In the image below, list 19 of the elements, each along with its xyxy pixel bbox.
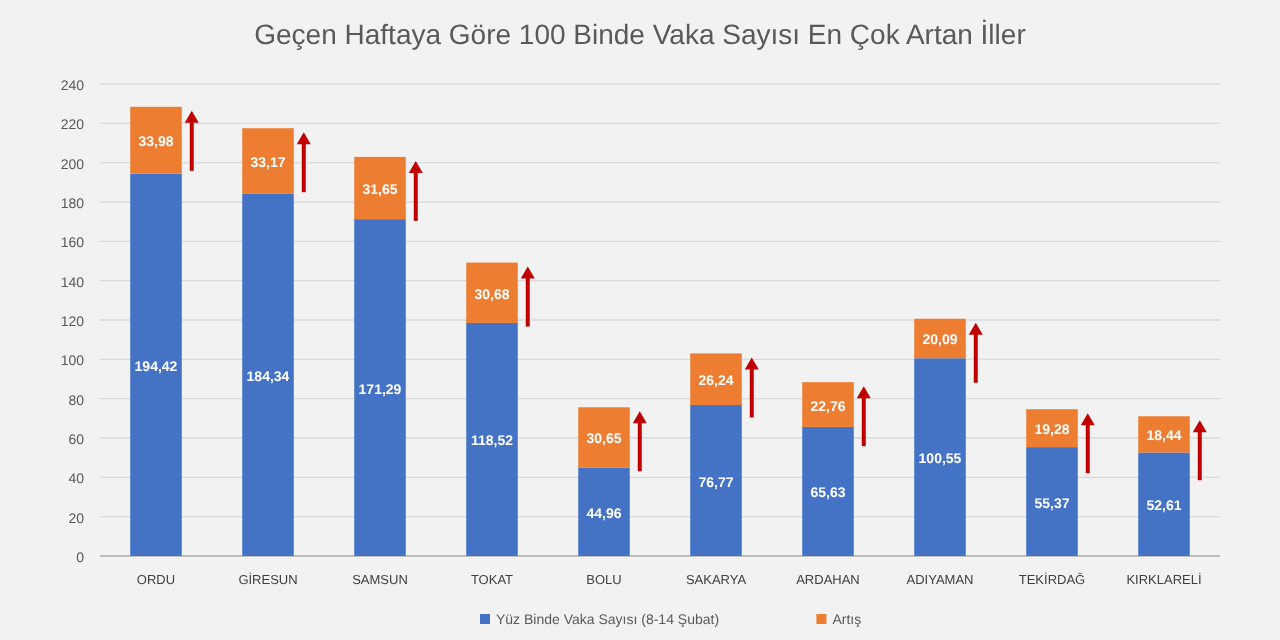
bar [1138, 416, 1190, 453]
bar [1026, 447, 1078, 556]
bar [130, 173, 182, 556]
bar [466, 322, 518, 556]
bar [466, 262, 518, 323]
bar [578, 407, 630, 468]
bar [802, 426, 854, 556]
bar [1138, 452, 1190, 556]
bar [690, 405, 742, 556]
bar [130, 106, 182, 174]
bar [802, 382, 854, 427]
bar [690, 353, 742, 406]
chart-title: Geçen Haftaya Göre 100 Binde Vaka Sayısı En Çok Artan İller [254, 18, 1027, 50]
bar [242, 193, 294, 556]
bar [578, 467, 630, 556]
bar [354, 219, 406, 556]
bar [242, 128, 294, 194]
bar [354, 156, 406, 220]
bar [914, 358, 966, 556]
